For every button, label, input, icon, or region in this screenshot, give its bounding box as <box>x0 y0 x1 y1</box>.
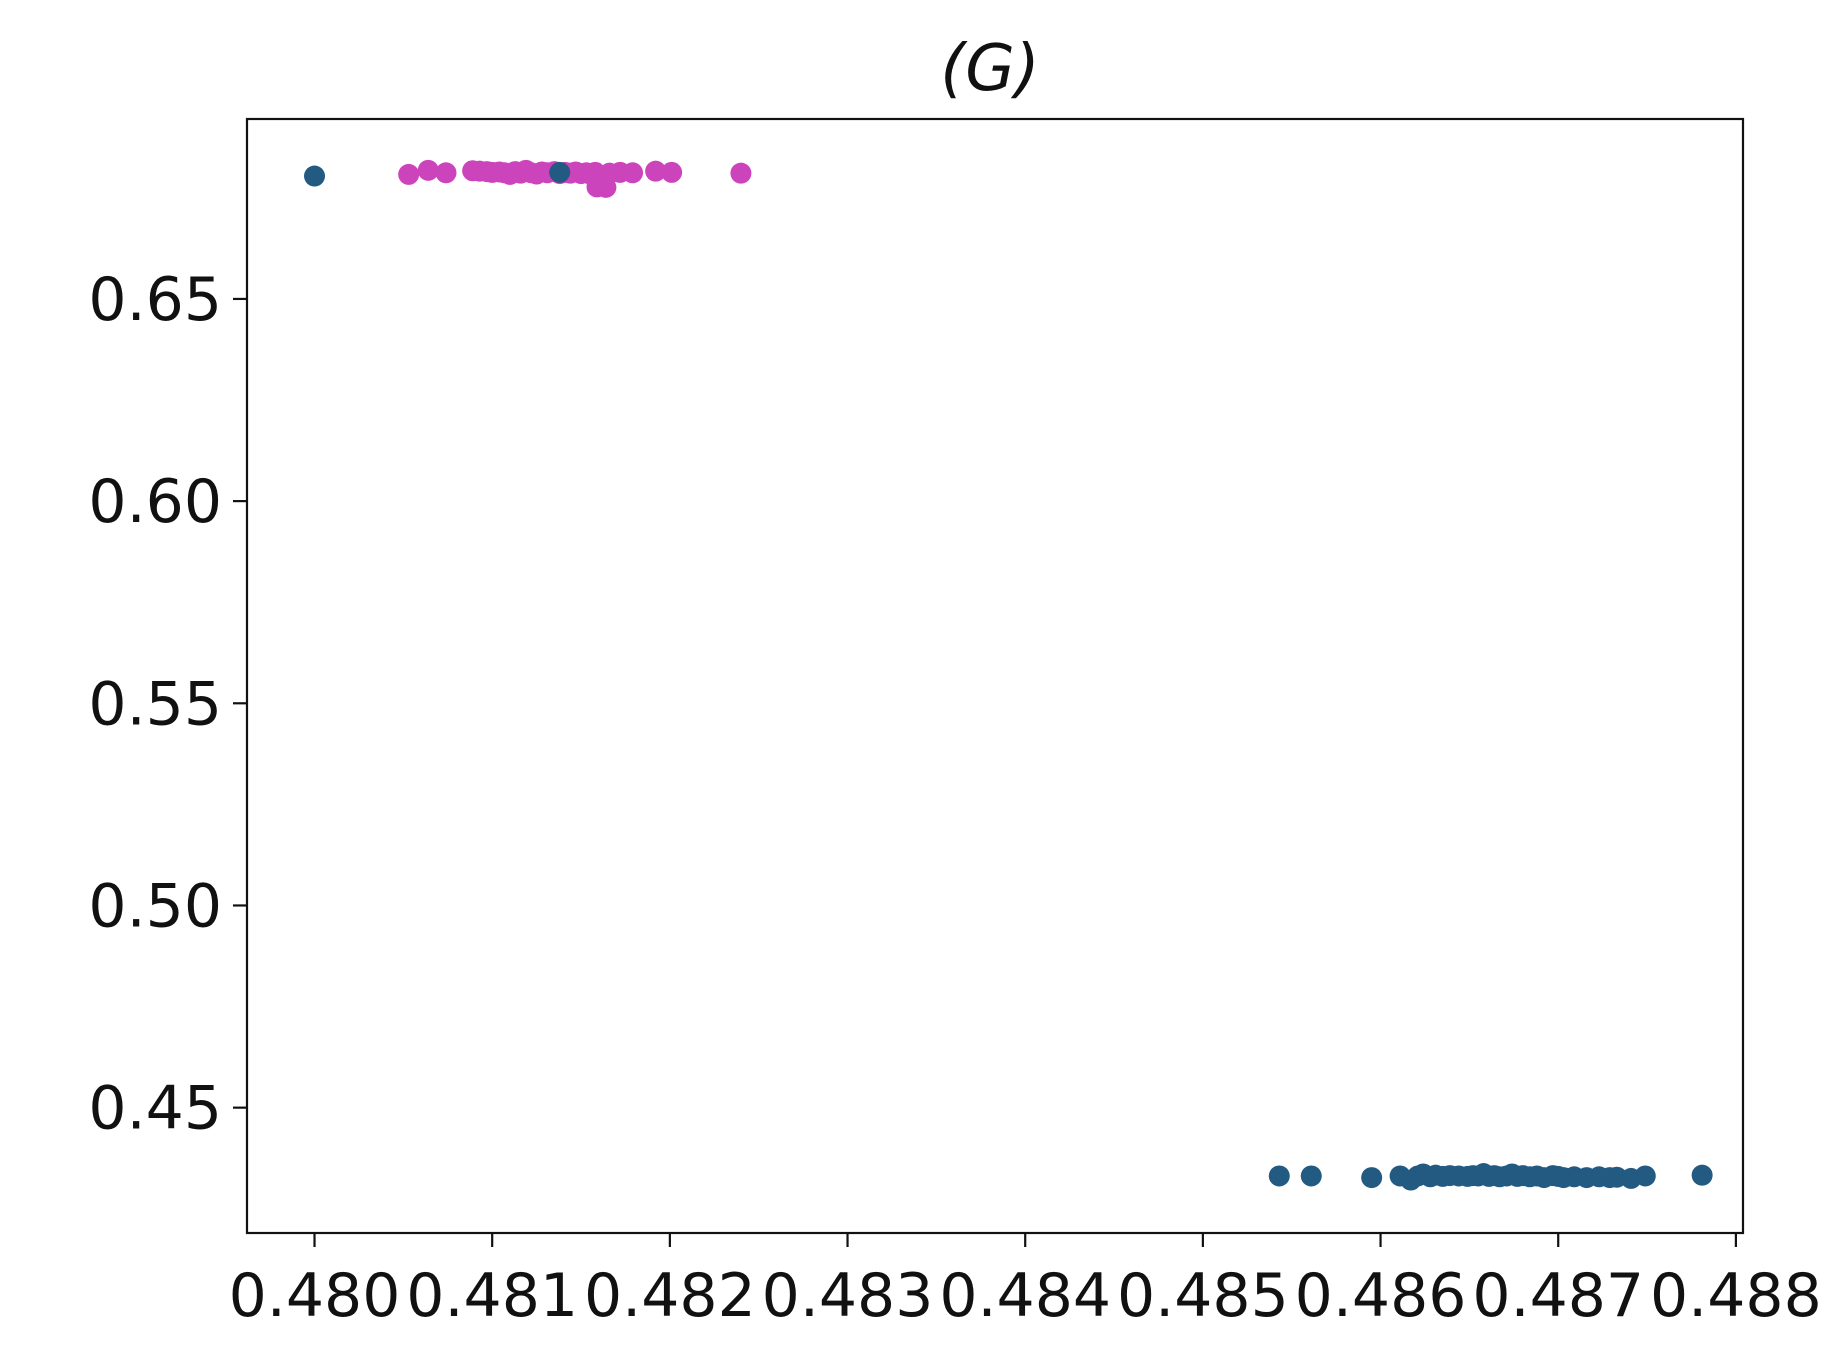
y-tick-label: 0.65 <box>88 265 222 335</box>
data-point <box>1634 1165 1656 1187</box>
axes: 0.480 0.481 0.482 0.483 0.484 0.485 0.486 0.487… <box>88 265 1821 1331</box>
data-point <box>730 162 752 184</box>
y-tick-label: 0.45 <box>88 1074 222 1144</box>
y-tick-label: 0.50 <box>88 871 222 941</box>
data-point <box>1691 1164 1713 1186</box>
x-tick-label: 0.484 <box>939 1261 1111 1331</box>
data-point <box>1268 1165 1290 1187</box>
data-point <box>1300 1165 1322 1187</box>
data-point <box>398 163 420 185</box>
x-tick-label: 0.483 <box>762 1261 934 1331</box>
x-tick-label: 0.481 <box>406 1261 578 1331</box>
y-tick-label: 0.60 <box>88 467 222 537</box>
data-point <box>1361 1167 1383 1189</box>
x-tick-label: 0.480 <box>229 1261 401 1331</box>
plot-frame <box>245 117 1745 1235</box>
data-point <box>549 161 571 183</box>
series-1 <box>304 161 1713 1191</box>
data-point <box>435 162 457 184</box>
data-point <box>417 159 439 181</box>
y-tick-label: 0.55 <box>88 669 222 739</box>
x-tick-label: 0.487 <box>1472 1261 1644 1331</box>
x-tick-label: 0.485 <box>1117 1261 1289 1331</box>
data-points <box>304 159 1713 1191</box>
x-tick-label: 0.488 <box>1650 1261 1822 1331</box>
data-point <box>304 165 326 187</box>
x-tick-label: 0.482 <box>584 1261 756 1331</box>
data-point <box>661 161 683 183</box>
series-0 <box>398 159 752 198</box>
data-point <box>645 160 667 182</box>
data-point <box>622 162 644 184</box>
chart-title: (G) <box>940 32 1040 106</box>
x-tick-label: 0.486 <box>1295 1261 1467 1331</box>
